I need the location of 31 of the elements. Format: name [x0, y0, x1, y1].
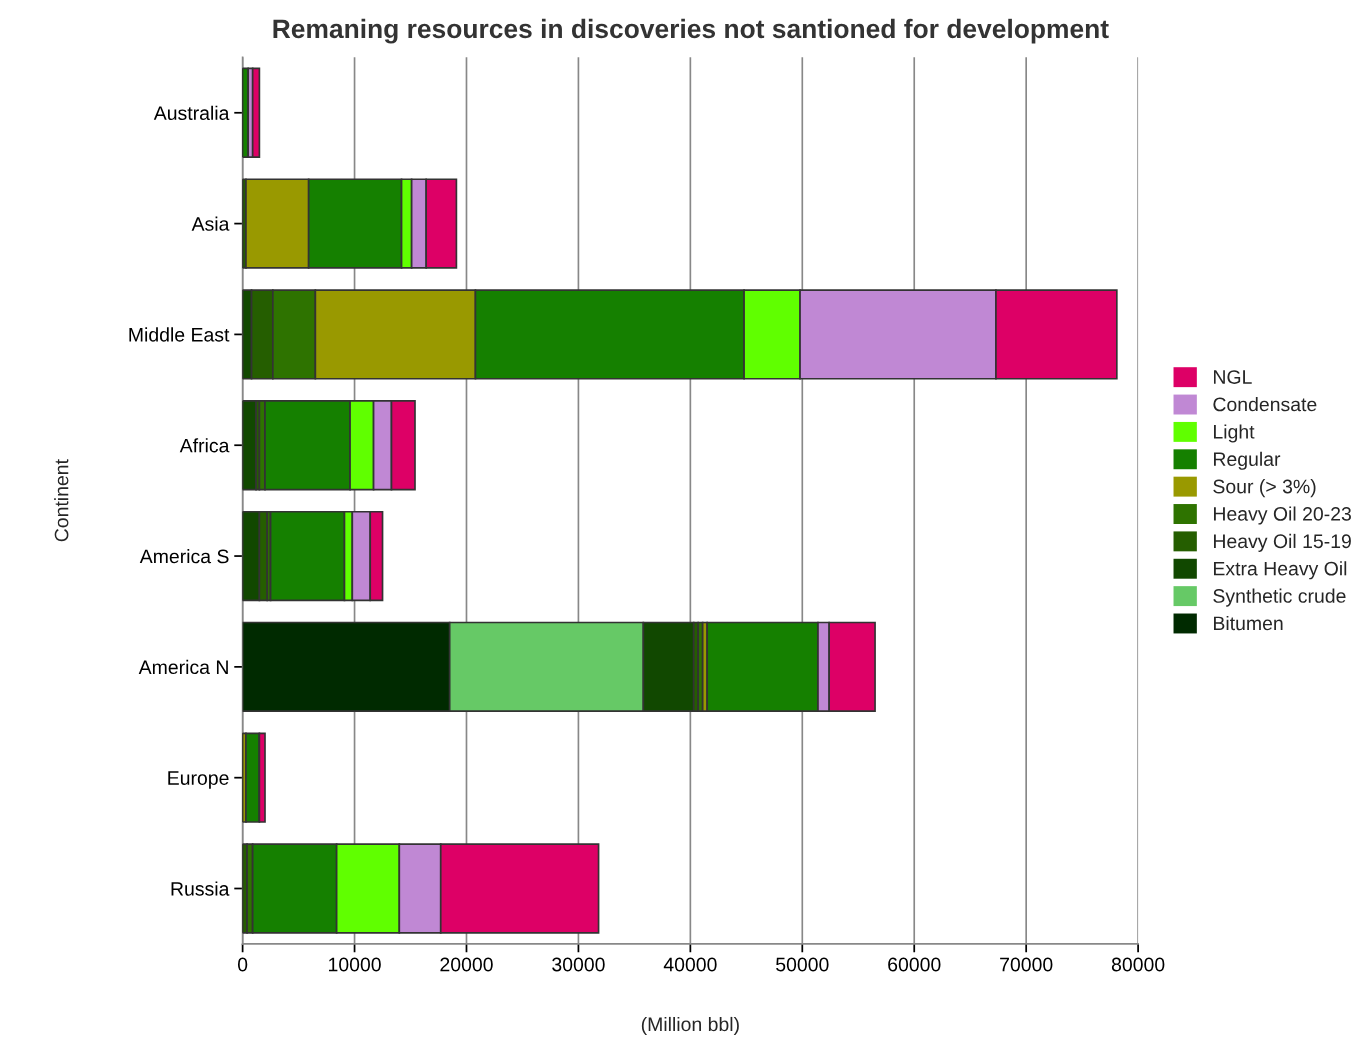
- legend-label: NGL: [1214, 370, 1252, 384]
- legend-label: Bitumen: [1214, 615, 1283, 631]
- legend-label: Extra Heavy Oil: [1214, 561, 1347, 580]
- x-tick-label: 60000: [888, 957, 941, 972]
- legend-label: Heavy Oil 20-23: [1214, 506, 1351, 525]
- legend-label: Sour (> 3%): [1213, 479, 1316, 498]
- x-tick-label: 0: [237, 957, 248, 972]
- y-tick-label: America S: [139, 549, 229, 564]
- bar: [251, 67, 261, 158]
- chart-title: Remaning resources in discoveries not santioned for development: [273, 18, 1109, 44]
- legend-label: Heavy Oil 15-19: [1214, 533, 1351, 552]
- y-tick-label: Russia: [171, 881, 230, 896]
- y-tick-label: Europe: [168, 771, 229, 789]
- x-tick-label: 20000: [440, 957, 493, 972]
- x-tick-label: 80000: [1111, 957, 1165, 972]
- legend-label: Regular: [1214, 451, 1281, 470]
- x-tick-label: 40000: [663, 957, 717, 972]
- y-tick-label: Africa: [179, 438, 230, 453]
- y-tick-label: Australia: [153, 105, 230, 121]
- legend-label: Light: [1214, 424, 1255, 443]
- x-tick-label: 30000: [552, 957, 605, 972]
- x-tick-label: 70000: [1000, 957, 1053, 972]
- x-tick-label: 50000: [776, 957, 829, 972]
- y-axis-title: Continent: [54, 459, 69, 542]
- x-axis-title: (Million bbl): [641, 1016, 739, 1036]
- legend-label: Condensate: [1213, 397, 1317, 412]
- y-tick-label: Asia: [191, 216, 230, 231]
- legend-label: Synthetic crude: [1213, 588, 1346, 607]
- y-tick-label: Middle East: [129, 327, 230, 342]
- y-tick-label: America N: [138, 659, 228, 675]
- x-tick-label: 10000: [329, 957, 381, 972]
